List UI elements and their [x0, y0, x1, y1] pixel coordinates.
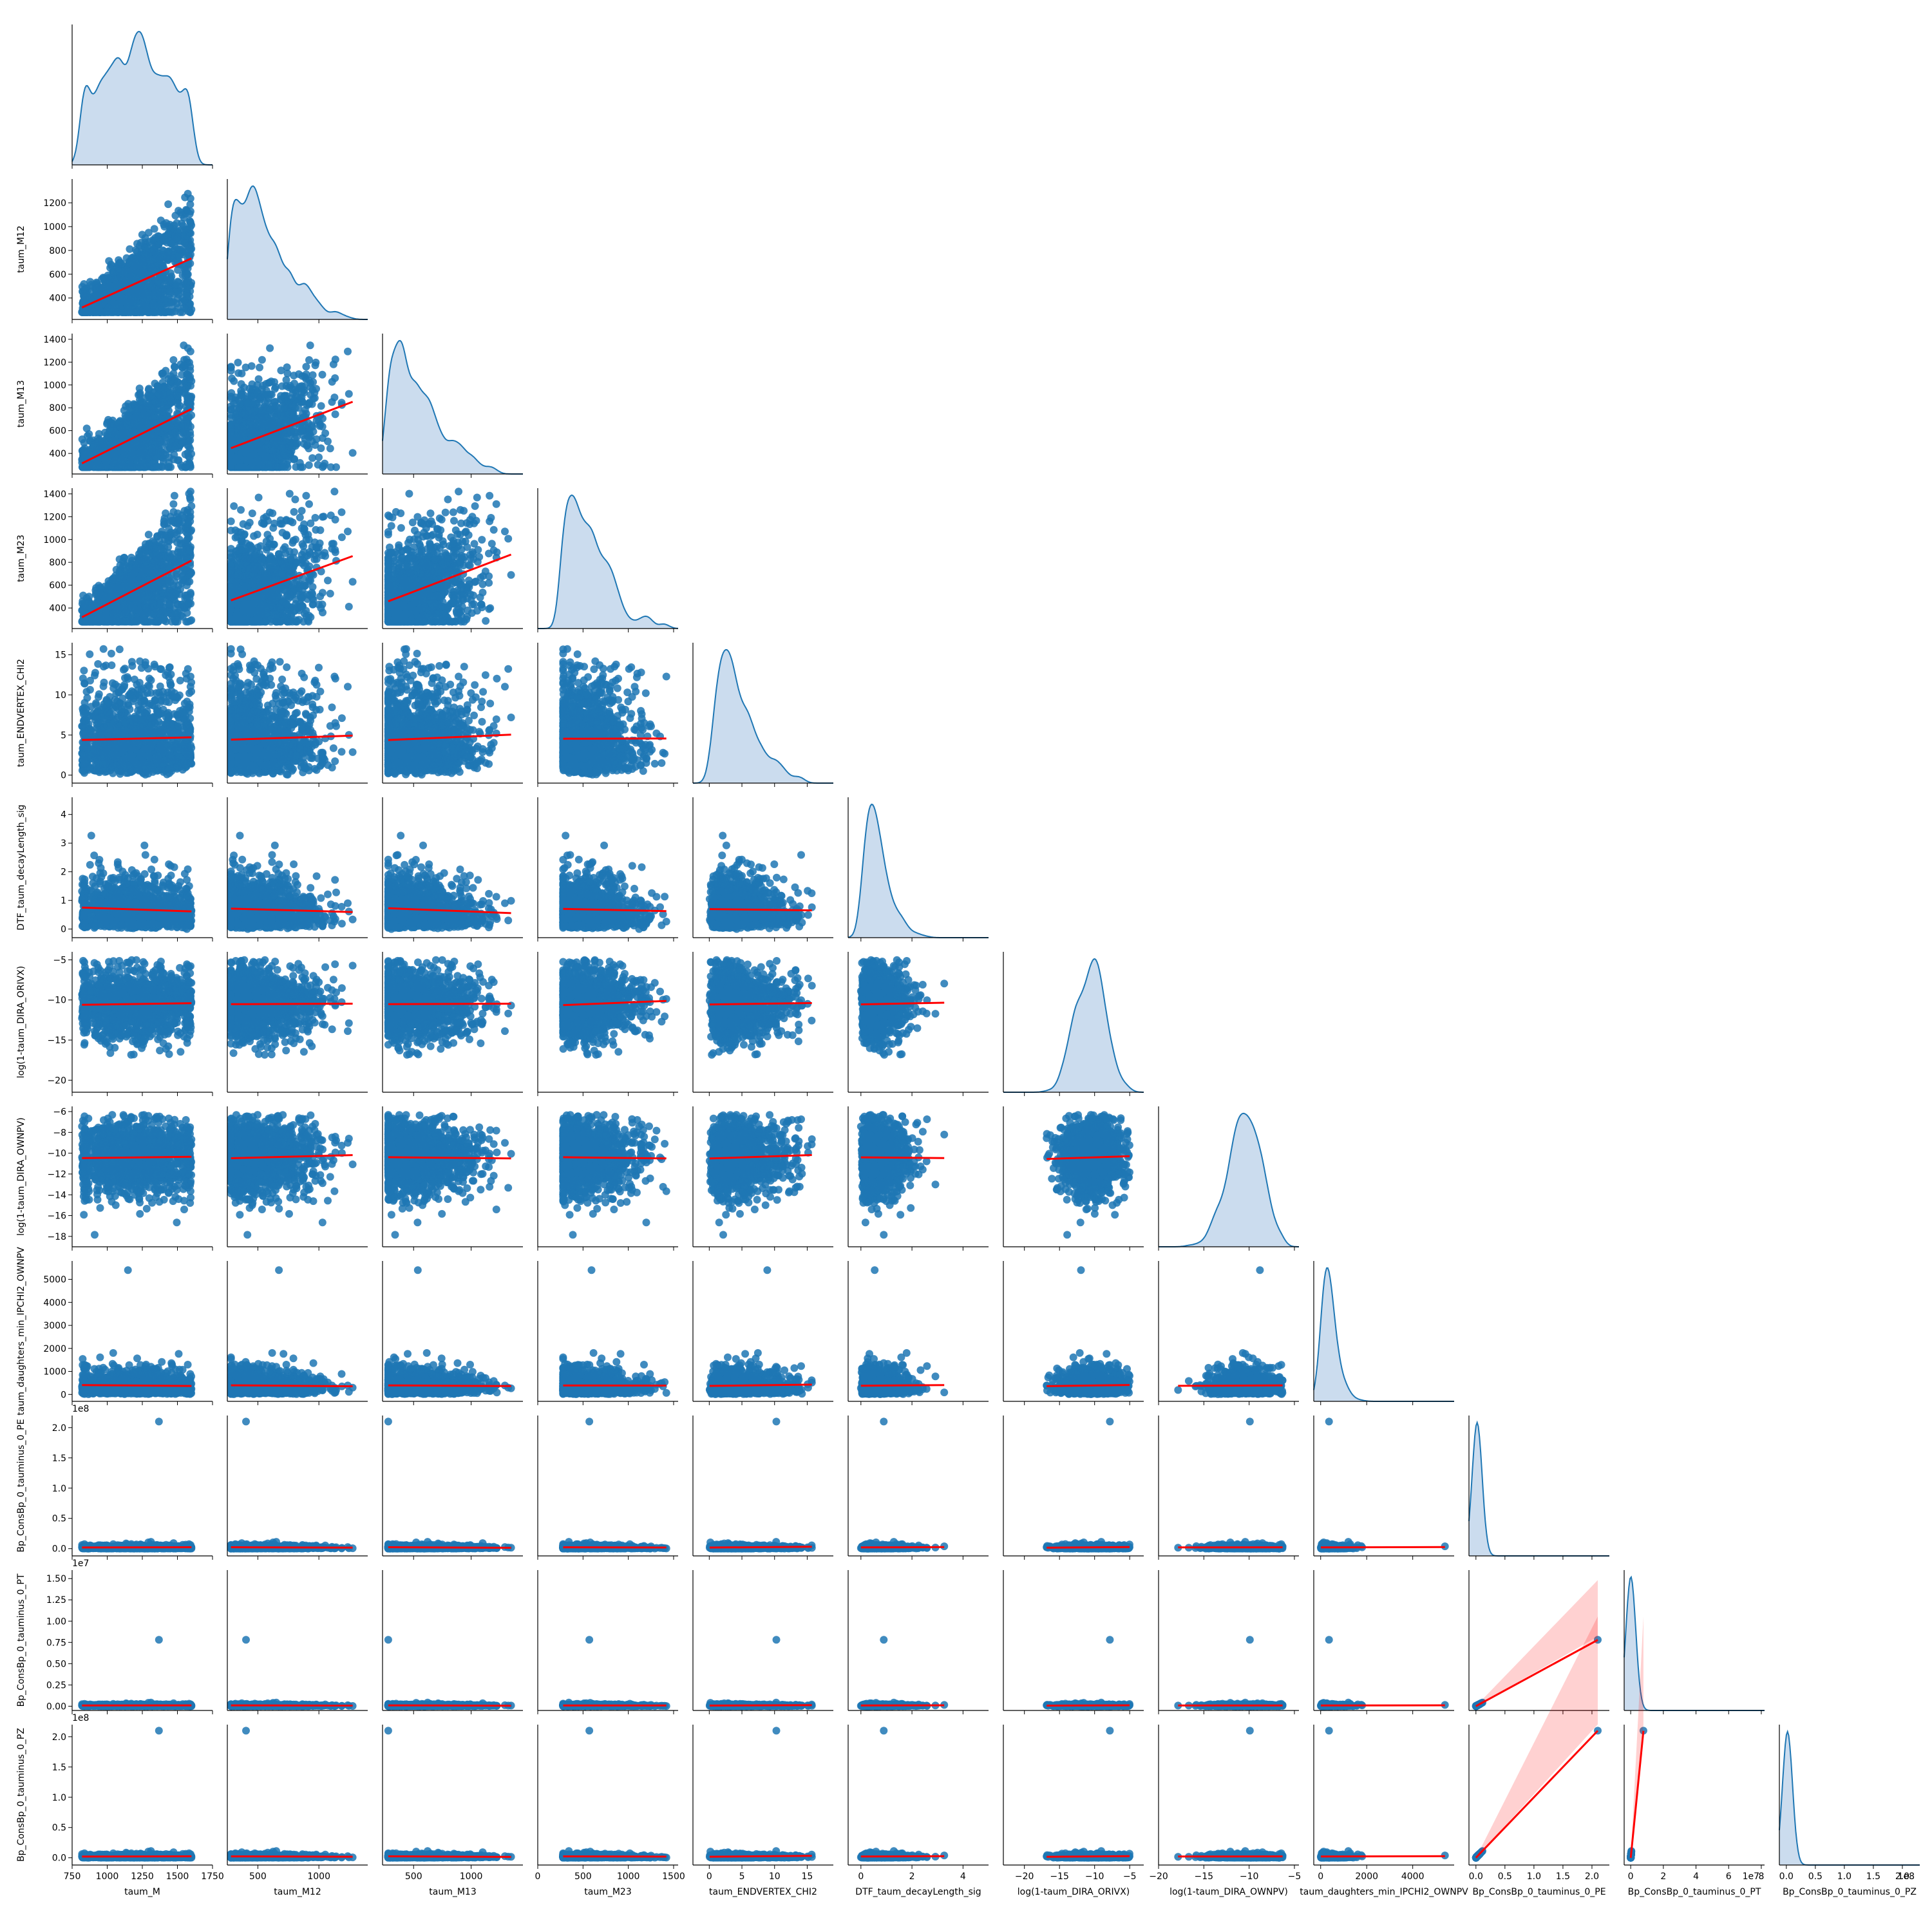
- point: [151, 225, 158, 232]
- point: [164, 200, 172, 208]
- point: [126, 245, 133, 253]
- point: [105, 257, 113, 265]
- pairplot-panels: 40060080010001200taum_M12400600800100012…: [16, 24, 1920, 1897]
- point: [187, 219, 194, 227]
- point: [133, 248, 141, 256]
- panel-0-0: [72, 24, 213, 169]
- kde-fill-taum_M: [72, 32, 213, 165]
